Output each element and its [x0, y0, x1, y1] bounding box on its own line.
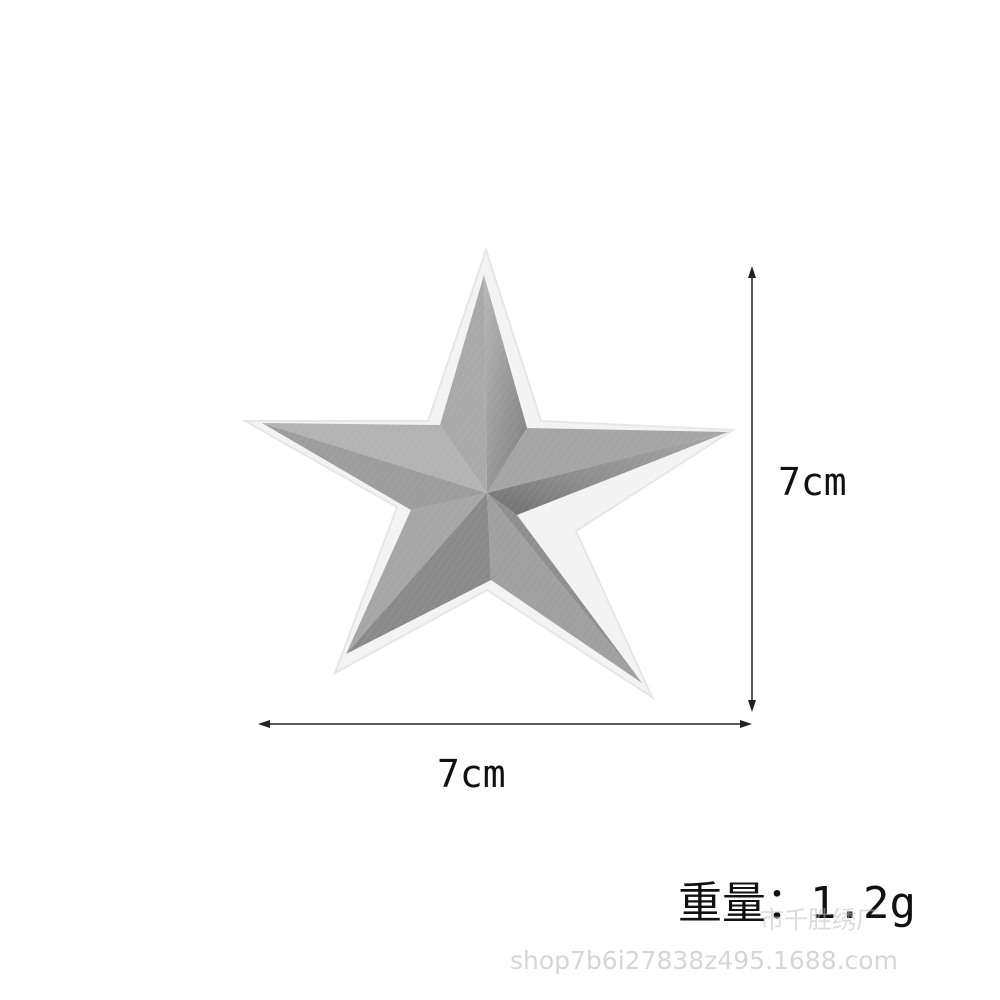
- weight-label: 重量：1.2g: [678, 878, 916, 929]
- width-dimension-arrow: [258, 720, 752, 728]
- width-label: 7cm: [437, 752, 506, 796]
- height-label: 7cm: [778, 460, 847, 504]
- watermark-seller: 市千胜绣厂: [760, 906, 880, 934]
- height-dimension-arrow: [748, 266, 756, 712]
- watermark-url: shop7b6i27838z495.1688.com: [510, 946, 898, 975]
- star-embroidery: [262, 275, 728, 683]
